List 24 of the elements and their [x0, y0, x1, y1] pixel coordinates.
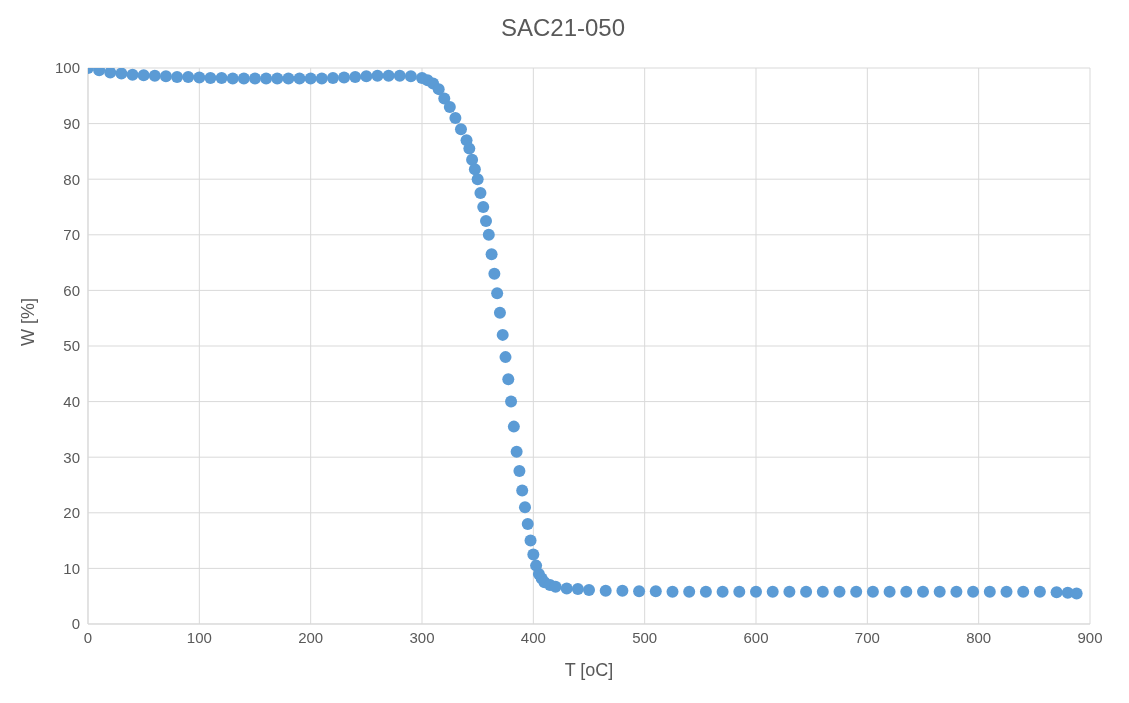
y-tick-label: 40	[63, 392, 80, 410]
y-tick-label: 50	[63, 337, 80, 355]
y-tick-label: 10	[63, 559, 80, 577]
x-tick-label: 800	[966, 628, 992, 646]
x-tick-label: 300	[409, 628, 435, 646]
x-tick-label: 700	[854, 628, 880, 646]
x-tick-label: 600	[743, 628, 769, 646]
y-tick-label: 90	[63, 114, 80, 132]
x-tick-label: 0	[83, 628, 93, 646]
y-tick-label: 80	[63, 170, 80, 188]
x-tick-label: 400	[520, 628, 546, 646]
y-tick-label: 30	[63, 448, 80, 466]
x-tick-label: 500	[632, 628, 658, 646]
y-tick-label: 70	[63, 226, 80, 244]
y-axis-title: W [%]	[18, 298, 39, 346]
x-axis-title: T [oC]	[564, 660, 614, 680]
x-tick-label: 900	[1077, 628, 1103, 646]
chart-title: SAC21-050	[499, 13, 627, 43]
x-tick-label: 200	[298, 628, 324, 646]
y-tick-label: 100	[54, 59, 80, 77]
y-tick-label: 0	[71, 615, 80, 633]
y-tick-label: 20	[63, 504, 80, 522]
y-tick-label: 60	[63, 281, 80, 299]
x-tick-label: 100	[186, 628, 212, 646]
